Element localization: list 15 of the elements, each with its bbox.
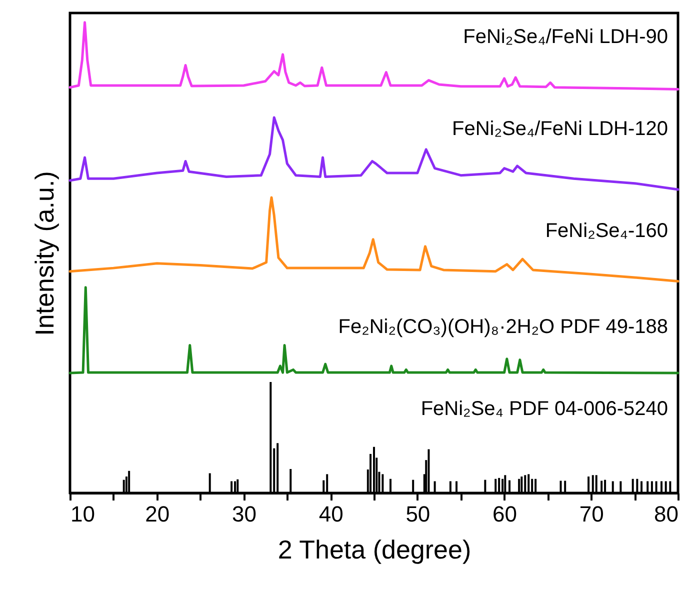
y-axis-title: Intensity (a.u.) (30, 171, 60, 336)
x-axis-title: 2 Theta (degree) (278, 534, 472, 564)
x-tick-label: 80 (654, 502, 678, 526)
x-tick-label: 50 (406, 502, 430, 526)
series-label: Fe₂Ni₂(CO₃)(OH)₈·2H₂O PDF 49-188 (338, 316, 668, 338)
x-tick-label: 40 (318, 502, 344, 526)
x-tick-label: 70 (579, 502, 604, 526)
series-label: FeNi₂Se₄ PDF 04-006-5240 (420, 398, 668, 420)
x-tick-label: 30 (232, 502, 256, 526)
x-tick-label: 20 (145, 502, 170, 526)
x-tick-label: 10 (70, 502, 95, 526)
series-label: FeNi₂Se₄/FeNi LDH-90 (463, 26, 668, 48)
series-label: FeNi₂Se₄-160 (545, 220, 668, 242)
series-label: FeNi₂Se₄/FeNi LDH-120 (452, 118, 668, 140)
x-tick-label: 60 (492, 502, 518, 526)
